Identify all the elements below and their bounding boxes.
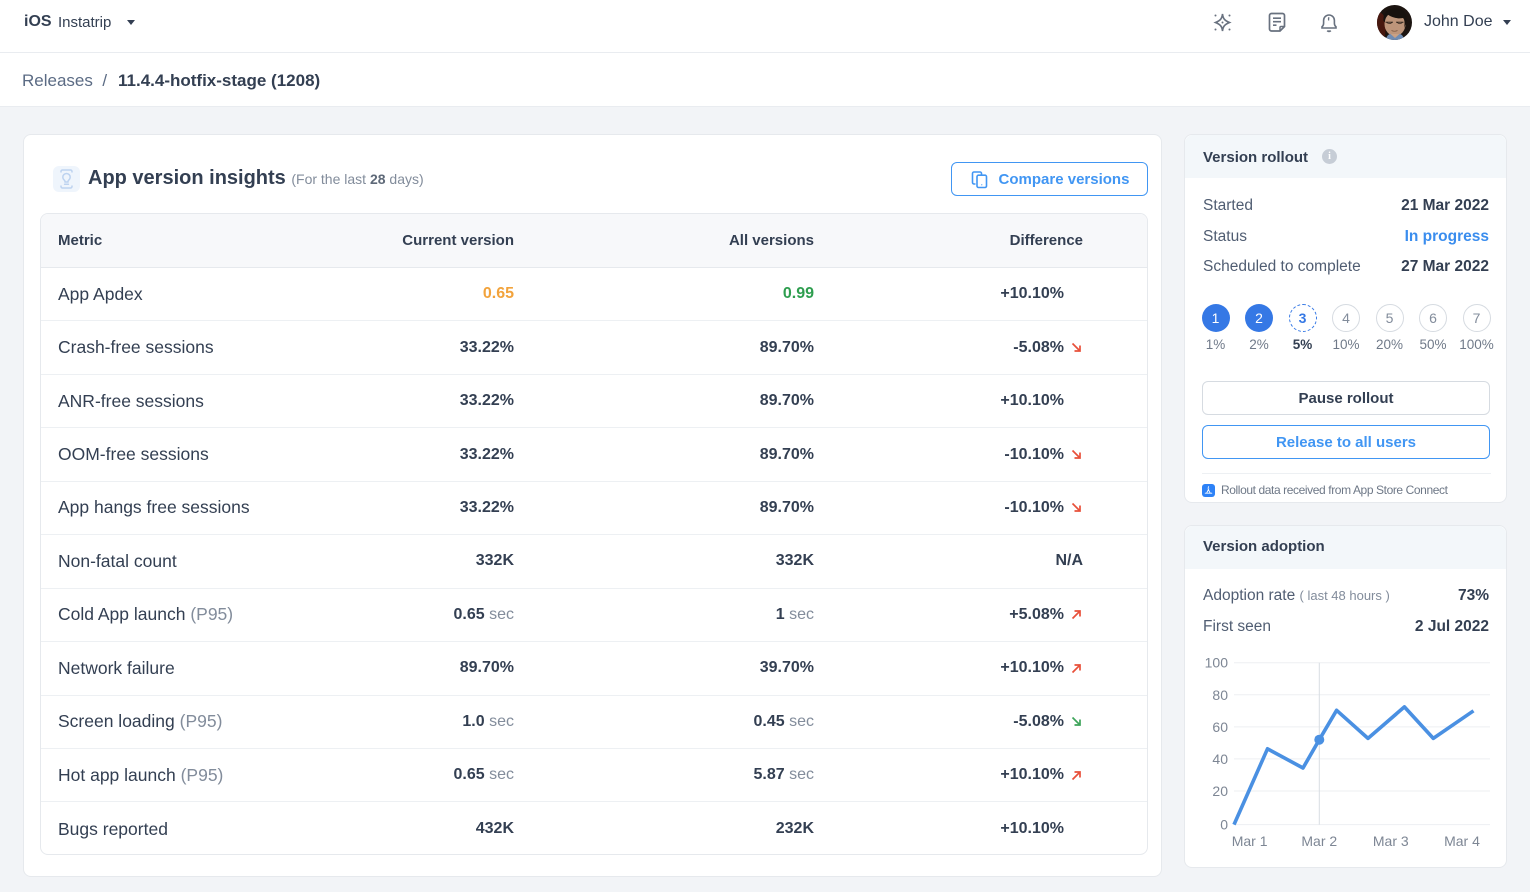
- svg-text:Mar 4: Mar 4: [1444, 833, 1480, 849]
- svg-text:Mar 2: Mar 2: [1301, 833, 1337, 849]
- svg-text:20: 20: [1212, 783, 1228, 799]
- svg-text:80: 80: [1212, 687, 1228, 703]
- svg-text:0: 0: [1220, 817, 1228, 833]
- svg-text:100: 100: [1205, 655, 1229, 671]
- svg-text:40: 40: [1212, 751, 1228, 767]
- svg-text:60: 60: [1212, 719, 1228, 735]
- svg-text:Mar 1: Mar 1: [1232, 833, 1268, 849]
- svg-text:Mar 3: Mar 3: [1373, 833, 1409, 849]
